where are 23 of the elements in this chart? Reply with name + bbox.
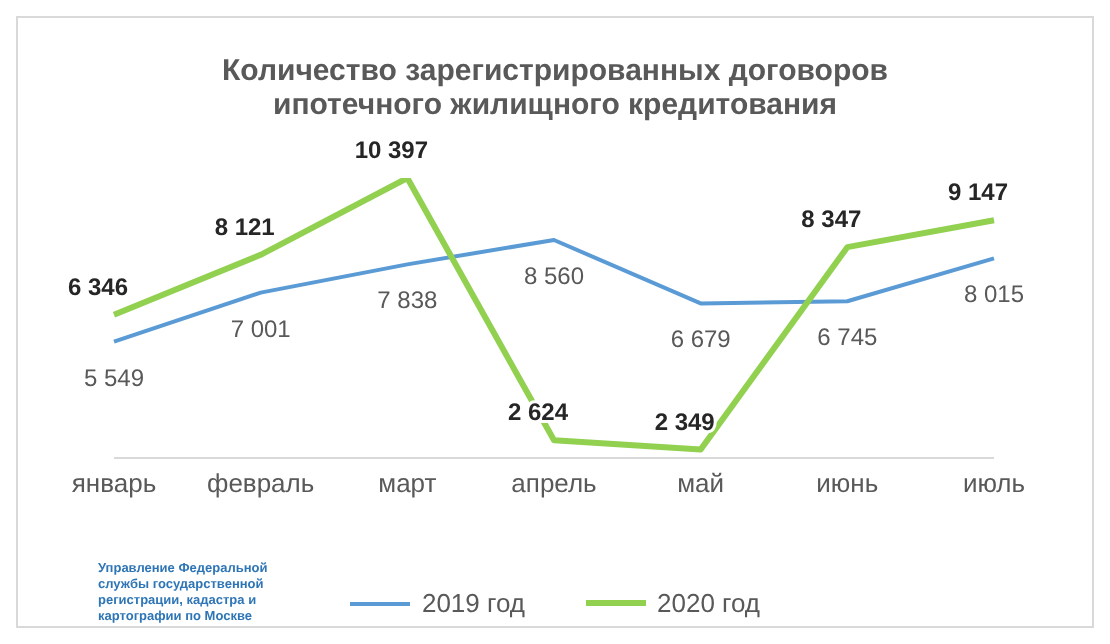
x-tick-label: май <box>677 468 725 499</box>
x-tick-label: апрель <box>511 468 598 499</box>
data-label: 8 560 <box>523 261 585 290</box>
data-label: 8 347 <box>801 205 863 234</box>
data-label: 10 397 <box>354 136 429 164</box>
data-label: 5 549 <box>83 363 145 392</box>
x-tick-label: февраль <box>207 468 315 499</box>
data-label: 9 147 <box>947 178 1009 207</box>
legend-label: 2019 год <box>419 588 525 618</box>
x-tick-label: июль <box>962 468 1026 499</box>
data-label: 2 349 <box>654 407 716 436</box>
data-label: 7 001 <box>230 314 292 343</box>
legend-label: 2020 год <box>655 588 761 618</box>
x-tick-label: январь <box>71 468 157 499</box>
chart-title: Количество зарегистрированных договоров ипотечного жилищного кредитования <box>220 52 890 122</box>
data-label: 8 121 <box>214 212 276 241</box>
data-label: 6 346 <box>67 272 129 301</box>
x-tick-label: июнь <box>816 468 879 499</box>
data-label: 6 679 <box>670 325 732 354</box>
data-label: 6 745 <box>817 323 879 352</box>
data-label: 7 838 <box>377 286 439 315</box>
x-tick-label: март <box>378 468 437 499</box>
data-label: 8 015 <box>963 280 1025 309</box>
